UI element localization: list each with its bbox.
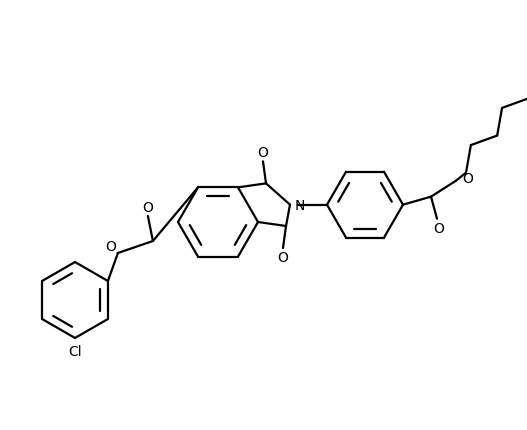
- Text: O: O: [105, 240, 116, 253]
- Text: N: N: [295, 198, 305, 212]
- Text: O: O: [434, 221, 444, 235]
- Text: O: O: [462, 171, 473, 185]
- Text: O: O: [278, 250, 288, 264]
- Text: O: O: [142, 200, 153, 215]
- Text: Cl: Cl: [68, 344, 82, 358]
- Text: O: O: [258, 146, 268, 160]
